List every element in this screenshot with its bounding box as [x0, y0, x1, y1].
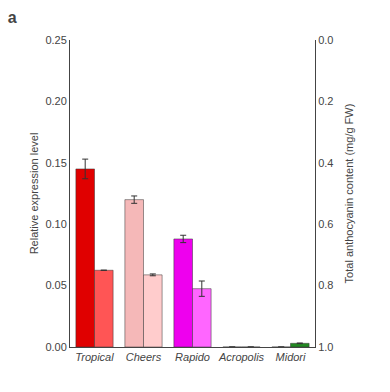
svg-text:0.15: 0.15 — [45, 157, 66, 169]
svg-text:Relative expression level: Relative expression level — [28, 133, 40, 255]
svg-text:0.10: 0.10 — [45, 218, 66, 230]
svg-text:0.2: 0.2 — [318, 95, 333, 107]
svg-text:0.4: 0.4 — [318, 157, 333, 169]
svg-text:1.0: 1.0 — [318, 341, 333, 353]
svg-text:Rapido: Rapido — [175, 351, 210, 363]
svg-text:Midori: Midori — [276, 351, 307, 363]
svg-text:0.0: 0.0 — [318, 34, 333, 46]
svg-text:0.8: 0.8 — [318, 279, 333, 291]
svg-text:0.00: 0.00 — [45, 341, 66, 353]
svg-text:0.25: 0.25 — [45, 34, 66, 46]
svg-text:Tropical: Tropical — [75, 351, 114, 363]
svg-text:Total anthocyanin content (mg/: Total anthocyanin content (mg/g FW) — [343, 104, 355, 284]
svg-text:0.20: 0.20 — [45, 95, 66, 107]
svg-text:Cheers: Cheers — [126, 351, 162, 363]
svg-text:0.05: 0.05 — [45, 279, 66, 291]
svg-text:Acropolis: Acropolis — [218, 351, 265, 363]
svg-text:a: a — [8, 9, 17, 26]
svg-text:0.6: 0.6 — [318, 218, 333, 230]
